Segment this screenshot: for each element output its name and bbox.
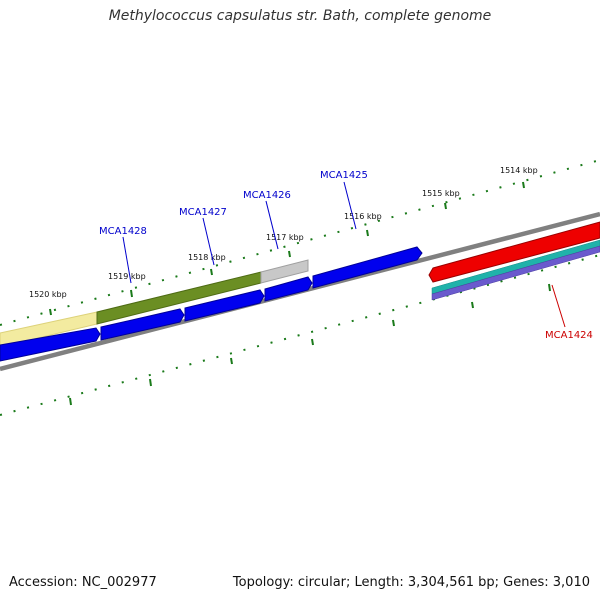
scale-label: 1519 kbp	[108, 272, 146, 281]
gene-label-mca1428: MCA1428	[99, 226, 147, 237]
leader-line	[122, 236, 132, 284]
purple-feature	[431, 245, 600, 301]
major-tick	[210, 268, 213, 276]
reverse-cds-arrow	[428, 221, 600, 283]
leader-line	[343, 181, 357, 230]
major-tick	[49, 308, 52, 316]
gene-label-mca1425: MCA1425	[320, 170, 368, 181]
scale-label: 1518 kbp	[188, 253, 226, 262]
accession-text: Accession: NC_002977	[9, 575, 157, 590]
major-tick	[288, 250, 291, 258]
scale-label: 1516 kbp	[344, 212, 382, 221]
scale-label: 1517 kbp	[266, 233, 304, 242]
scale-label: 1515 kbp	[422, 189, 460, 198]
forward-cds-arrow	[100, 308, 185, 341]
forward-cds-arrow	[0, 327, 101, 362]
leader-line	[551, 284, 566, 328]
teal-feature	[431, 239, 600, 295]
scale-label: 1520 kbp	[29, 290, 67, 299]
gene-label-mca1427: MCA1427	[179, 207, 227, 218]
major-tick	[149, 378, 152, 387]
leader-line	[265, 200, 279, 250]
major-tick	[392, 319, 395, 327]
major-ticks	[49, 181, 551, 406]
outer-tick-ring	[0, 159, 600, 326]
gene-label-mca1426: MCA1426	[243, 190, 291, 201]
gene-label-mca1424: MCA1424	[545, 330, 593, 341]
major-tick	[548, 283, 551, 292]
major-tick	[311, 338, 314, 346]
leader-line	[202, 217, 215, 266]
major-tick	[471, 301, 474, 309]
light-gray-feature	[260, 259, 309, 284]
forward-cds-arrow	[184, 289, 265, 322]
map-title: Methylococcus capsulatus str. Bath, comp…	[108, 8, 492, 24]
genome-stats-text: Topology: circular; Length: 3,304,561 bp…	[232, 575, 590, 590]
scale-label: 1514 kbp	[500, 166, 538, 175]
major-tick	[522, 181, 525, 189]
major-tick	[130, 289, 133, 298]
major-tick	[366, 229, 369, 237]
forward-cds-arrow	[312, 246, 423, 289]
major-tick	[69, 397, 72, 406]
forward-cds-arrow	[264, 276, 313, 302]
major-tick	[230, 357, 233, 365]
major-tick	[444, 202, 447, 210]
